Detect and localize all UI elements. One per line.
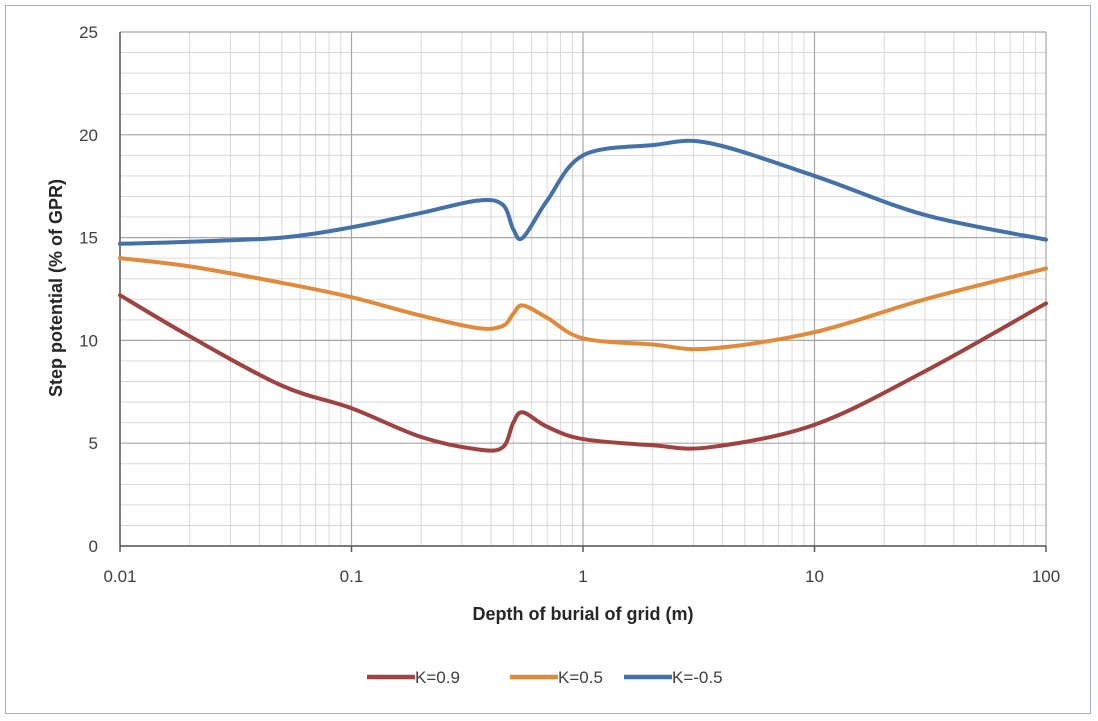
series-lines — [118, 138, 1048, 453]
legend-label-3: K=-0.5 — [672, 668, 723, 687]
y-tick-label: 20 — [79, 126, 98, 145]
x-tick-label: 100 — [1032, 567, 1060, 586]
axes — [119, 32, 1047, 552]
series-line-1 — [118, 293, 1048, 453]
y-tick-label: 25 — [79, 23, 98, 42]
y-tick-label: 0 — [89, 537, 98, 556]
x-tick-label: 1 — [578, 567, 587, 586]
y-tick-label: 10 — [79, 331, 98, 350]
legend: K=0.9 K=0.5 K=-0.5 — [367, 668, 723, 687]
y-axis-title: Step potential (% of GPR) — [46, 179, 66, 397]
x-tick-label: 0.01 — [103, 567, 136, 586]
series-line-2 — [118, 256, 1048, 352]
y-tick-labels: 0 5 10 15 20 25 — [79, 23, 98, 556]
chart-frame — [5, 5, 1091, 714]
legend-label-2: K=0.5 — [558, 668, 603, 687]
x-tick-labels: 0.01 0.1 1 10 100 — [103, 567, 1060, 586]
y-tick-label: 5 — [89, 434, 98, 453]
x-tick-label: 10 — [805, 567, 824, 586]
legend-label-1: K=0.9 — [415, 668, 460, 687]
series-line-3 — [118, 138, 1048, 246]
x-axis-title: Depth of burial of grid (m) — [473, 604, 694, 624]
y-tick-label: 15 — [79, 229, 98, 248]
x-tick-label: 0.1 — [340, 567, 364, 586]
